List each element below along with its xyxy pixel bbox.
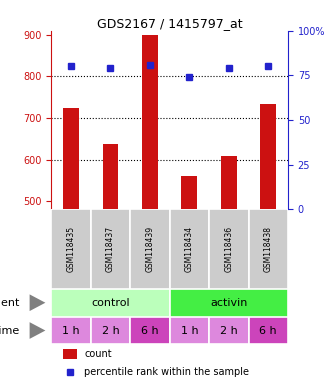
Bar xyxy=(169,289,288,317)
Bar xyxy=(249,317,288,344)
Text: 2 h: 2 h xyxy=(220,326,238,336)
Text: GSM118439: GSM118439 xyxy=(145,226,155,272)
Text: agent: agent xyxy=(0,298,20,308)
Title: GDS2167 / 1415797_at: GDS2167 / 1415797_at xyxy=(97,17,242,30)
Bar xyxy=(169,317,209,344)
Text: GSM118436: GSM118436 xyxy=(224,226,233,272)
Bar xyxy=(51,209,91,289)
Bar xyxy=(249,209,288,289)
Text: GSM118437: GSM118437 xyxy=(106,226,115,272)
Bar xyxy=(169,209,209,289)
Bar xyxy=(91,209,130,289)
Text: GSM118434: GSM118434 xyxy=(185,226,194,272)
Text: activin: activin xyxy=(210,298,248,308)
Text: count: count xyxy=(84,349,112,359)
Text: control: control xyxy=(91,298,130,308)
Bar xyxy=(91,317,130,344)
Bar xyxy=(209,317,249,344)
Text: 1 h: 1 h xyxy=(180,326,198,336)
Bar xyxy=(260,104,276,209)
Bar xyxy=(209,209,249,289)
Polygon shape xyxy=(29,295,45,311)
Bar xyxy=(130,209,169,289)
Text: 2 h: 2 h xyxy=(102,326,119,336)
Bar xyxy=(63,349,77,359)
Text: GSM118438: GSM118438 xyxy=(264,226,273,272)
Bar xyxy=(142,35,158,209)
Bar xyxy=(51,317,91,344)
Text: time: time xyxy=(0,326,20,336)
Bar xyxy=(130,317,169,344)
Text: GSM118435: GSM118435 xyxy=(67,226,75,272)
Text: 6 h: 6 h xyxy=(260,326,277,336)
Text: 6 h: 6 h xyxy=(141,326,159,336)
Bar xyxy=(181,176,197,209)
Text: 1 h: 1 h xyxy=(62,326,80,336)
Text: percentile rank within the sample: percentile rank within the sample xyxy=(84,367,250,377)
Bar xyxy=(103,144,118,209)
Bar xyxy=(63,108,79,209)
Bar xyxy=(221,156,237,209)
Bar xyxy=(51,289,169,317)
Polygon shape xyxy=(29,322,45,339)
